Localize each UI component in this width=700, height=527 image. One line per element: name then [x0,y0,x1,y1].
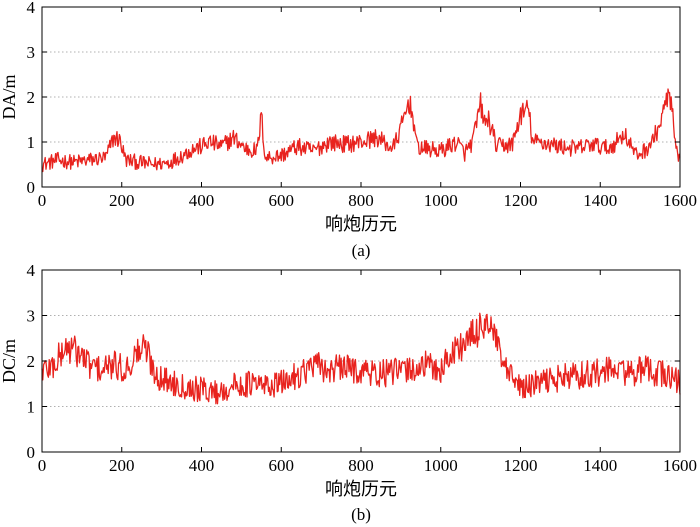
y-tick-label: 4 [27,261,36,280]
x-tick-label: 800 [348,191,374,210]
x-tick-label: 800 [348,456,374,475]
y-tick-label: 2 [27,88,36,107]
x-tick-label: 1400 [583,456,617,475]
chart-panel-a: 0 200 400 600 800 1000 1200 1400 1600 0 1 2 3 4 响炮历元 DA… [0,0,697,260]
x-tick-label: 200 [109,456,135,475]
x-axis-title: 响炮历元 [325,479,397,499]
plot-frame [41,6,681,188]
y-tick-label: 0 [27,178,36,197]
panel-caption: (a) [352,241,371,260]
series-line-DC [41,312,681,405]
plot-frame [41,269,681,453]
x-tick-label: 0 [38,456,47,475]
y-tick-label: 1 [27,398,36,417]
x-tick-label: 1400 [583,191,617,210]
panel-caption: (b) [351,505,371,524]
x-tick-label: 600 [269,191,295,210]
y-tick-label: 4 [27,0,36,17]
series-line-DA [41,88,681,173]
x-tick-label: 1000 [424,191,458,210]
chart-panel-b: 0 200 400 600 800 1000 1200 1400 1600 0 1 2 3 4 响炮历元 DC… [0,261,697,524]
x-tick-label: 1200 [504,456,538,475]
x-tick-label: 1600 [663,456,697,475]
x-tick-label: 1600 [663,191,697,210]
y-tick-label: 0 [27,443,36,462]
x-tick-label: 0 [38,191,47,210]
x-tick-label: 1000 [424,456,458,475]
x-tick-label: 400 [189,456,215,475]
x-tick-label: 600 [269,456,295,475]
x-tick-label: 200 [109,191,135,210]
y-tick-label: 3 [27,43,36,62]
y-tick-label: 3 [27,307,36,326]
y-axis-title: DA/m [0,75,19,120]
y-axis-title: DC/m [0,339,19,383]
y-tick-label: 1 [27,133,36,152]
x-tick-label: 1200 [504,191,538,210]
x-tick-label: 400 [189,191,215,210]
y-tick-label: 2 [27,352,36,371]
x-axis-title: 响炮历元 [325,214,397,234]
